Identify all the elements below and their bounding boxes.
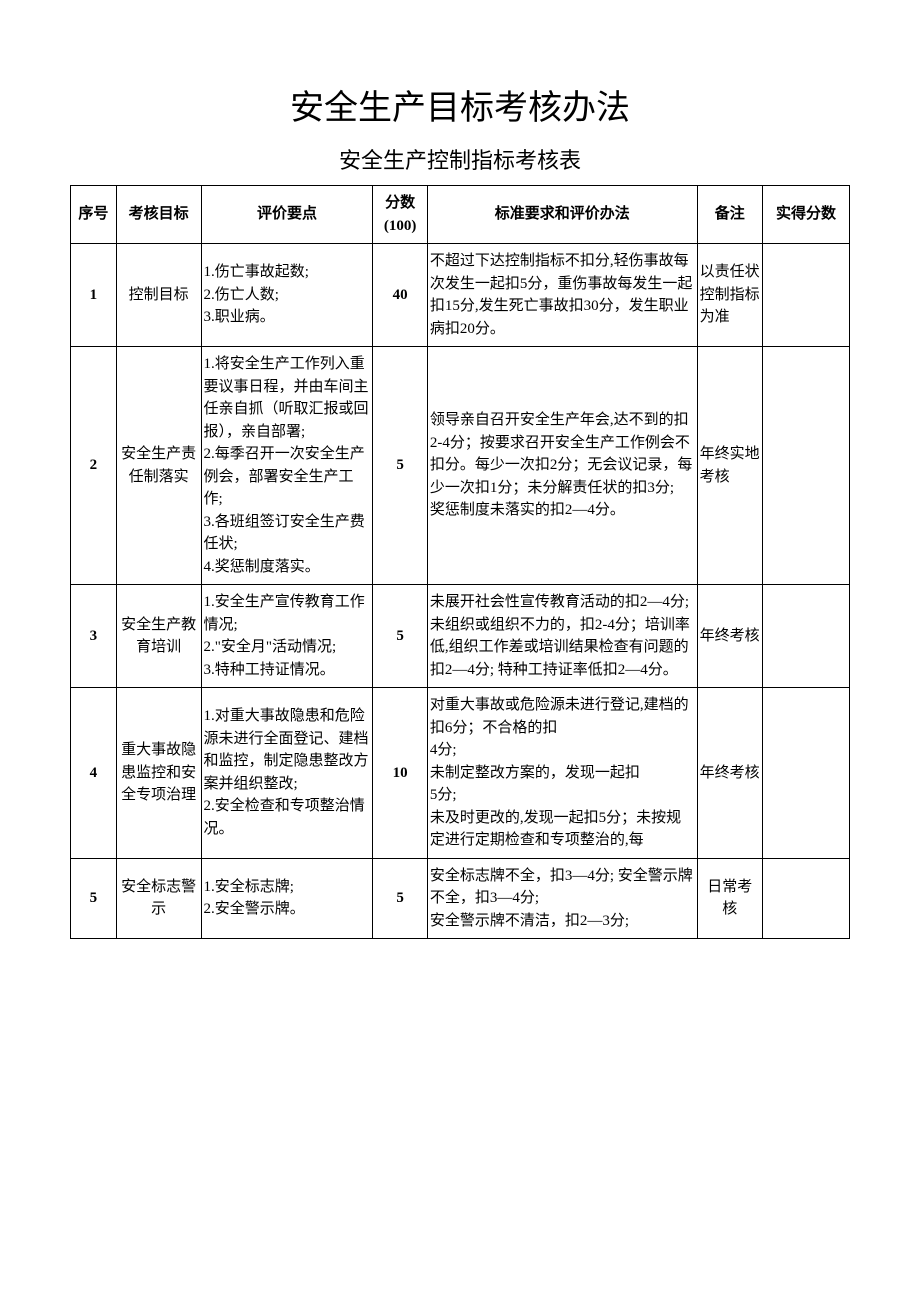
cell-seq: 2	[71, 347, 117, 585]
table-row: 5 安全标志警示 1.安全标志牌;2.安全警示牌。 5 安全标志牌不全，扣3—4…	[71, 858, 850, 939]
table-row: 2 安全生产责任制落实 1.将安全生产工作列入重要议事日程，并由车间主任亲自抓（…	[71, 347, 850, 585]
cell-target: 控制目标	[116, 244, 201, 347]
assessment-table: 序号 考核目标 评价要点 分数(100) 标准要求和评价办法 备注 实得分数 1…	[70, 185, 850, 939]
cell-remark: 年终实地考核	[697, 347, 762, 585]
cell-target: 安全生产教育培训	[116, 585, 201, 688]
header-std: 标准要求和评价办法	[427, 186, 697, 244]
table-row: 1 控制目标 1.伤亡事故起数;2.伤亡人数;3.职业病。 40 不超过下达控制…	[71, 244, 850, 347]
cell-seq: 1	[71, 244, 117, 347]
cell-std: 未展开社会性宣传教育活动的扣2—4分;未组织或组织不力的，扣2-4分；培训率低,…	[427, 585, 697, 688]
cell-target: 安全标志警示	[116, 858, 201, 939]
header-target: 考核目标	[116, 186, 201, 244]
cell-std: 对重大事故或危险源未进行登记,建档的扣6分；不合格的扣4分;未制定整改方案的，发…	[427, 688, 697, 859]
cell-std: 领导亲自召开安全生产年会,达不到的扣2-4分；按要求召开安全生产工作例会不扣分。…	[427, 347, 697, 585]
cell-seq: 3	[71, 585, 117, 688]
cell-target: 安全生产责任制落实	[116, 347, 201, 585]
table-row: 4 重大事故隐患监控和安全专项治理 1.对重大事故隐患和危险源未进行全面登记、建…	[71, 688, 850, 859]
cell-eval: 1.伤亡事故起数;2.伤亡人数;3.职业病。	[201, 244, 373, 347]
cell-target: 重大事故隐患监控和安全专项治理	[116, 688, 201, 859]
cell-score: 10	[373, 688, 427, 859]
cell-actual	[762, 244, 849, 347]
page-subtitle: 安全生产控制指标考核表	[70, 143, 850, 175]
header-remark: 备注	[697, 186, 762, 244]
cell-seq: 5	[71, 858, 117, 939]
cell-remark: 日常考核	[697, 858, 762, 939]
cell-remark: 年终考核	[697, 688, 762, 859]
cell-eval: 1.对重大事故隐患和危险源未进行全面登记、建档和监控，制定隐患整改方案并组织整改…	[201, 688, 373, 859]
cell-actual	[762, 585, 849, 688]
table-header-row: 序号 考核目标 评价要点 分数(100) 标准要求和评价办法 备注 实得分数	[71, 186, 850, 244]
cell-actual	[762, 688, 849, 859]
cell-std: 安全标志牌不全，扣3—4分; 安全警示牌不全，扣3—4分;安全警示牌不清洁，扣2…	[427, 858, 697, 939]
cell-score: 5	[373, 347, 427, 585]
cell-eval: 1.安全标志牌;2.安全警示牌。	[201, 858, 373, 939]
table-row: 3 安全生产教育培训 1.安全生产宣传教育工作情况;2."安全月"活动情况;3.…	[71, 585, 850, 688]
cell-eval: 1.安全生产宣传教育工作情况;2."安全月"活动情况;3.特种工持证情况。	[201, 585, 373, 688]
cell-std: 不超过下达控制指标不扣分,轻伤事故每次发生一起扣5分，重伤事故每发生一起扣15分…	[427, 244, 697, 347]
cell-remark: 以责任状控制指标为准	[697, 244, 762, 347]
header-actual: 实得分数	[762, 186, 849, 244]
header-seq: 序号	[71, 186, 117, 244]
cell-actual	[762, 858, 849, 939]
cell-eval: 1.将安全生产工作列入重要议事日程，并由车间主任亲自抓（听取汇报或回报），亲自部…	[201, 347, 373, 585]
cell-score: 5	[373, 858, 427, 939]
cell-seq: 4	[71, 688, 117, 859]
page-title: 安全生产目标考核办法	[70, 80, 850, 129]
header-eval: 评价要点	[201, 186, 373, 244]
cell-score: 40	[373, 244, 427, 347]
cell-actual	[762, 347, 849, 585]
header-score: 分数(100)	[373, 186, 427, 244]
cell-remark: 年终考核	[697, 585, 762, 688]
cell-score: 5	[373, 585, 427, 688]
